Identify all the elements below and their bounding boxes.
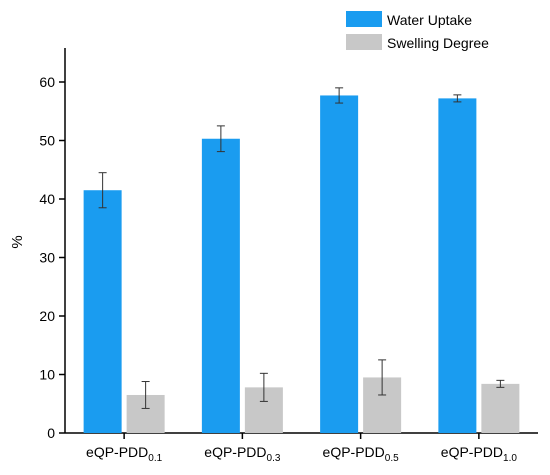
legend-label: Water Uptake (387, 12, 472, 28)
y-axis-label: % (9, 235, 26, 248)
legend-swatch (346, 34, 382, 50)
y-tick-label: 20 (39, 308, 55, 324)
error-bar (496, 379, 505, 388)
bar-water-uptake (320, 95, 359, 433)
bar-water-uptake (201, 138, 240, 433)
error-bar (216, 125, 225, 153)
error-bar (453, 94, 462, 103)
x-tick-label: eQP-PDD0.3 (204, 444, 281, 464)
y-tick-label: 10 (39, 367, 55, 383)
y-axis-ticks: 0 10 20 30 40 50 60 (39, 74, 65, 441)
y-tick-label: 0 (47, 425, 55, 441)
bar-swelling-degree (481, 383, 520, 433)
legend-swatch (346, 11, 382, 27)
x-tick-label: eQP-PDD0.5 (323, 444, 400, 464)
bar-water-uptake (438, 98, 477, 433)
y-tick-label: 30 (39, 250, 55, 266)
error-bar (378, 359, 387, 396)
error-bar (141, 381, 150, 409)
bar-water-uptake (83, 190, 122, 433)
legend-item: Swelling Degree (346, 34, 489, 51)
legend: Water Uptake Swelling Degree (346, 11, 489, 51)
x-tick-label: eQP-PDD0.1 (86, 444, 163, 464)
legend-item: Water Uptake (346, 11, 472, 28)
y-tick-label: 40 (39, 191, 55, 207)
x-tick-label: eQP-PDD1.0 (441, 444, 518, 464)
legend-label: Swelling Degree (387, 35, 489, 51)
error-bar (259, 372, 268, 402)
y-tick-label: 50 (39, 133, 55, 149)
y-tick-label: 60 (39, 74, 55, 90)
x-axis-ticks: eQP-PDD0.1 eQP-PDD0.3 eQP-PDD0.5 eQP-PDD1.0 (86, 433, 517, 464)
bars (83, 87, 520, 433)
error-bar (98, 172, 107, 209)
error-bar (335, 87, 344, 104)
